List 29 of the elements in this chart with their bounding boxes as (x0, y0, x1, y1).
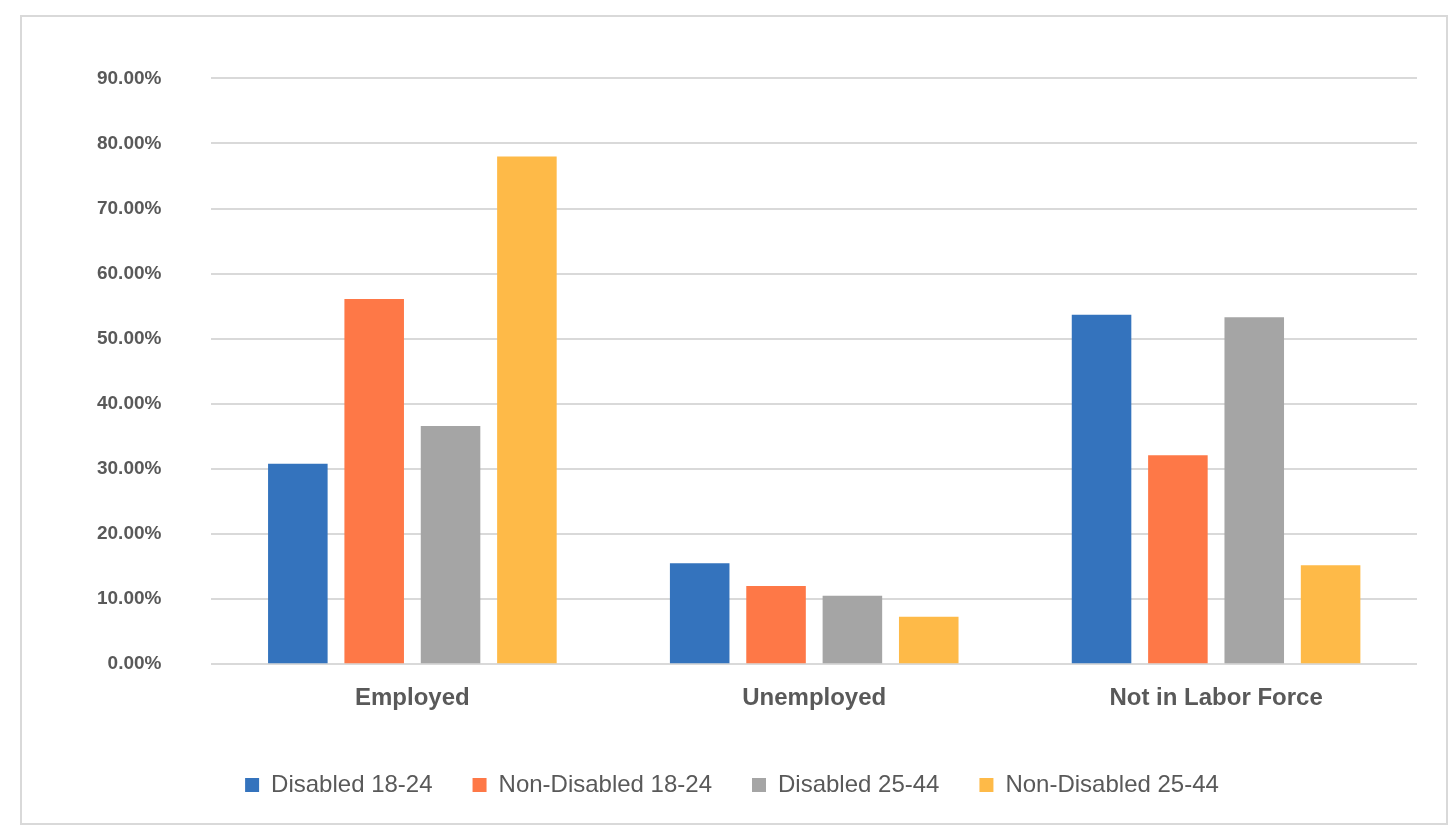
bar (497, 156, 557, 664)
bar (822, 595, 883, 664)
y-tick-label: 70.00% (96, 196, 162, 218)
bar (1224, 317, 1285, 664)
bar (1071, 314, 1132, 664)
y-tick-label: 60.00% (96, 261, 162, 283)
bar (669, 563, 730, 664)
y-tick-label: 90.00% (96, 66, 162, 88)
legend-label: Disabled 18-24 (271, 769, 433, 797)
y-tick-label: 0.00% (107, 652, 162, 674)
legend-label: Disabled 25-44 (778, 769, 940, 797)
y-tick-label: 40.00% (96, 392, 162, 414)
y-tick-label: 20.00% (96, 522, 162, 544)
bar (1300, 565, 1361, 664)
bar (1148, 455, 1208, 664)
bar (268, 463, 328, 664)
y-tick-label: 30.00% (96, 457, 162, 479)
y-tick-label: 80.00% (96, 131, 162, 153)
legend-label: Non-Disabled 25-44 (1005, 769, 1219, 797)
bar (344, 299, 404, 664)
x-tick-label: Employed (355, 683, 470, 711)
x-tick-label: Unemployed (742, 683, 887, 711)
bar (746, 586, 806, 664)
y-tick-label: 10.00% (96, 587, 162, 609)
y-tick-label: 50.00% (96, 326, 162, 348)
legend-label: Non-Disabled 18-24 (498, 769, 713, 797)
bar (898, 616, 959, 664)
x-tick-label: Not in Labor Force (1109, 683, 1323, 711)
bar (420, 425, 481, 664)
